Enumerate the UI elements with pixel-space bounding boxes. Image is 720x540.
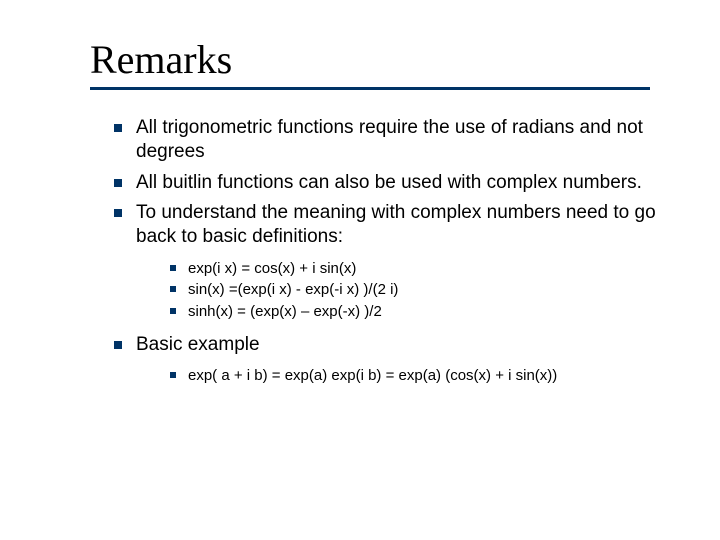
list-item: Basic example exp( a + i b) = exp(a) exp… (114, 333, 670, 387)
list-item: All trigonometric functions require the … (114, 116, 670, 165)
list-item: sinh(x) = (exp(x) – exp(-x) )/2 (170, 301, 670, 323)
list-item: exp( a + i b) = exp(a) exp(i b) = exp(a)… (170, 365, 670, 387)
slide-title: Remarks (90, 36, 670, 83)
list-item: exp(i x) = cos(x) + i sin(x) (170, 258, 670, 280)
list-item: To understand the meaning with complex n… (114, 201, 670, 323)
sub-list: exp( a + i b) = exp(a) exp(i b) = exp(a)… (136, 365, 670, 387)
list-item: All buitlin functions can also be used w… (114, 171, 670, 195)
title-underline (90, 87, 650, 90)
slide: Remarks All trigonometric functions requ… (0, 0, 720, 540)
bullet-list: All trigonometric functions require the … (90, 116, 670, 387)
sub-list: exp(i x) = cos(x) + i sin(x) sin(x) =(ex… (136, 258, 670, 323)
list-item-label: Basic example (136, 334, 260, 355)
list-item: sin(x) =(exp(i x) - exp(-i x) )/(2 i) (170, 279, 670, 301)
list-item-label: To understand the meaning with complex n… (136, 202, 656, 247)
